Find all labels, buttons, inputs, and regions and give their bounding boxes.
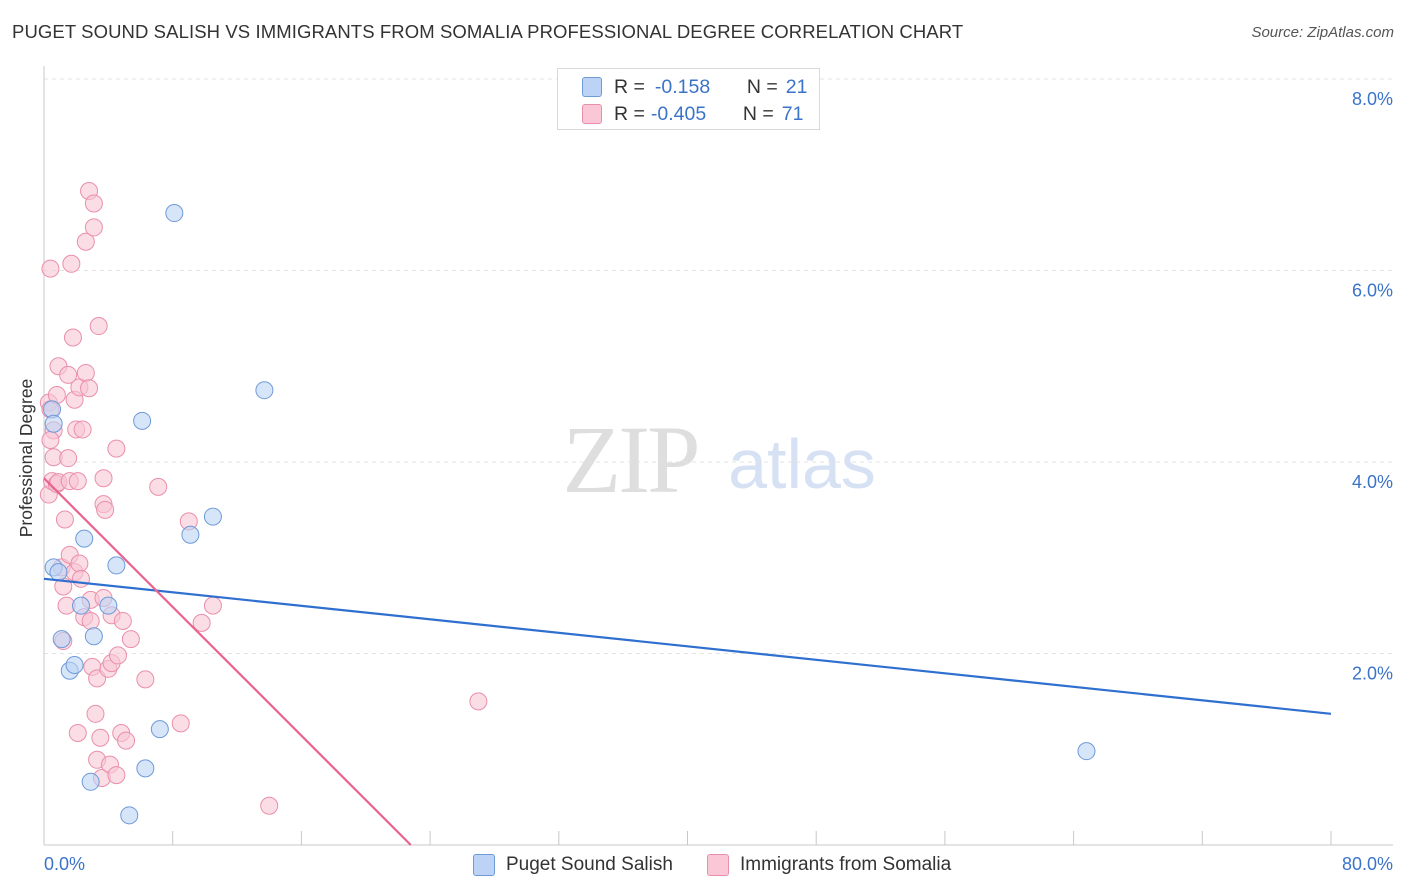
pink-point — [113, 611, 132, 630]
pink-point — [469, 692, 488, 711]
y-tick-label: 4.0% — [1352, 472, 1393, 492]
bottom-legend-series1: Puget Sound Salish — [473, 852, 673, 878]
legend-r-label: R = — [614, 102, 645, 125]
pink-point — [62, 254, 81, 273]
gridlines — [44, 78, 1393, 654]
blue-point — [65, 655, 84, 674]
blue-point — [150, 720, 169, 739]
blue-point — [203, 507, 222, 526]
legend-row-series1: R = -0.158 N = 21 — [582, 74, 807, 100]
x-tick-label-max: 80.0% — [1342, 854, 1393, 874]
pink-point — [73, 420, 92, 439]
pink-point — [59, 365, 78, 384]
legend-swatch-blue — [582, 77, 602, 97]
pink-point — [121, 630, 140, 649]
blue-point — [107, 556, 126, 575]
pink-point — [109, 646, 128, 665]
pink-point — [76, 363, 95, 382]
y-tick-label: 2.0% — [1352, 664, 1393, 684]
data-points — [39, 182, 1096, 825]
blue-point — [99, 596, 118, 615]
watermark-atlas: atlas — [728, 425, 876, 503]
legend-swatch-pink — [582, 104, 602, 124]
watermark-zip: ZIP — [563, 406, 698, 513]
pink-point — [149, 477, 168, 496]
pink-point — [136, 670, 155, 689]
blue-point — [81, 772, 100, 791]
blue-point — [49, 563, 68, 582]
axes — [43, 66, 1393, 846]
pink-point — [81, 611, 100, 630]
pink-point — [84, 194, 103, 213]
legend-r-label: R = — [614, 75, 645, 98]
blue-point — [52, 630, 71, 649]
pink-point — [117, 731, 136, 750]
legend-n-label: N = — [746, 75, 778, 98]
y-axis-title: Professional Degree — [16, 379, 36, 538]
y-tick-label: 6.0% — [1352, 281, 1393, 301]
blue-trend-line — [43, 577, 1332, 715]
pink-trend-line — [43, 477, 412, 846]
pink-point — [96, 500, 115, 519]
blue-point — [72, 596, 91, 615]
pink-point — [192, 613, 211, 632]
pink-point — [68, 723, 87, 742]
blue-point — [44, 414, 63, 433]
blue-point — [133, 411, 152, 430]
pink-point — [63, 328, 82, 347]
pink-point — [171, 714, 190, 733]
pink-point — [260, 796, 279, 815]
bottom-legend-label: Immigrants from Somalia — [740, 854, 952, 875]
bottom-legend-swatch-blue — [473, 854, 495, 876]
blue-point — [75, 529, 94, 548]
blue-point — [84, 627, 103, 646]
legend-n-value: 21 — [785, 75, 808, 98]
trend-lines — [43, 477, 1332, 846]
blue-point — [255, 381, 274, 400]
pink-point — [68, 472, 87, 491]
pink-point — [107, 439, 126, 458]
pink-point — [59, 449, 78, 468]
y-tick-labels: 2.0% 4.0% 6.0% 8.0% — [1352, 89, 1393, 684]
bottom-legend-swatch-pink — [707, 854, 729, 876]
pink-point — [94, 469, 113, 488]
source-label: Source: ZipAtlas.com — [1251, 24, 1394, 41]
watermark: ZIP atlas — [563, 406, 876, 513]
pink-point — [41, 430, 60, 449]
pink-point — [72, 569, 91, 588]
y-tick-label: 8.0% — [1352, 89, 1393, 109]
pink-point — [86, 704, 105, 723]
bottom-legend-label: Puget Sound Salish — [506, 854, 673, 875]
pink-point — [80, 379, 99, 398]
pink-point — [91, 728, 110, 747]
blue-point — [136, 759, 155, 778]
pink-point — [107, 766, 126, 785]
legend-row-series2: R = -0.405 N = 71 — [582, 101, 803, 127]
blue-point — [181, 525, 200, 544]
x-tick-label-min: 0.0% — [44, 854, 85, 874]
legend-n-value: 71 — [781, 102, 804, 125]
blue-point — [165, 204, 184, 223]
chart-title: PUGET SOUND SALISH VS IMMIGRANTS FROM SO… — [12, 21, 964, 42]
pink-point — [70, 554, 89, 573]
legend-n-label: N = — [742, 102, 774, 125]
pink-point — [203, 596, 222, 615]
pink-point — [89, 317, 108, 336]
pink-point — [41, 259, 60, 278]
pink-point — [55, 510, 74, 529]
pink-point — [84, 218, 103, 237]
blue-point — [1077, 742, 1096, 761]
blue-point — [120, 806, 139, 825]
bottom-legend-series2: Immigrants from Somalia — [707, 852, 951, 878]
legend-r-value: -0.405 — [650, 102, 707, 125]
pink-point — [76, 232, 95, 251]
x-tick-labels: 0.0% 80.0% — [44, 854, 1393, 874]
legend-r-value: -0.158 — [654, 75, 711, 98]
correlation-legend: R = -0.158 N = 21 R = -0.405 N = 71 — [557, 68, 820, 130]
